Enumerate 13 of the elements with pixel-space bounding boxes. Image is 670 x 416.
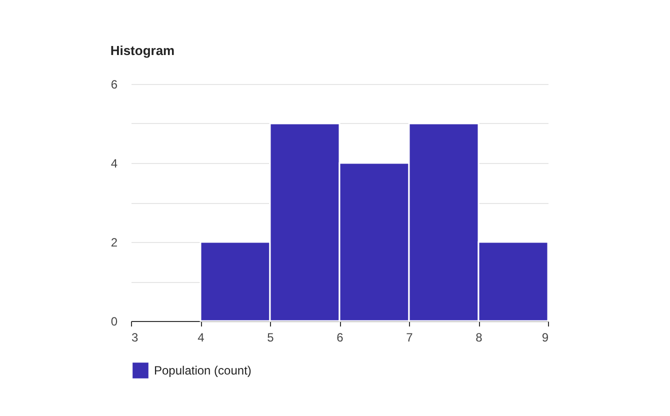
- legend-label: Population (count): [154, 364, 252, 378]
- x-tick-label: 9: [542, 330, 549, 344]
- y-tick-label: 4: [110, 156, 118, 170]
- x-tick-label: 4: [198, 330, 205, 344]
- x-tick-label: 6: [336, 330, 344, 344]
- y-tick-label: 6: [110, 78, 118, 92]
- x-tick-label: 3: [132, 330, 138, 344]
- y-tick-label: 2: [110, 236, 118, 250]
- x-tick-label: 7: [406, 330, 414, 344]
- chart-title: Histogram: [110, 43, 175, 58]
- x-tick-label: 8: [476, 330, 483, 344]
- y-tick-label: 0: [110, 314, 118, 328]
- x-tick-label: 5: [267, 330, 274, 344]
